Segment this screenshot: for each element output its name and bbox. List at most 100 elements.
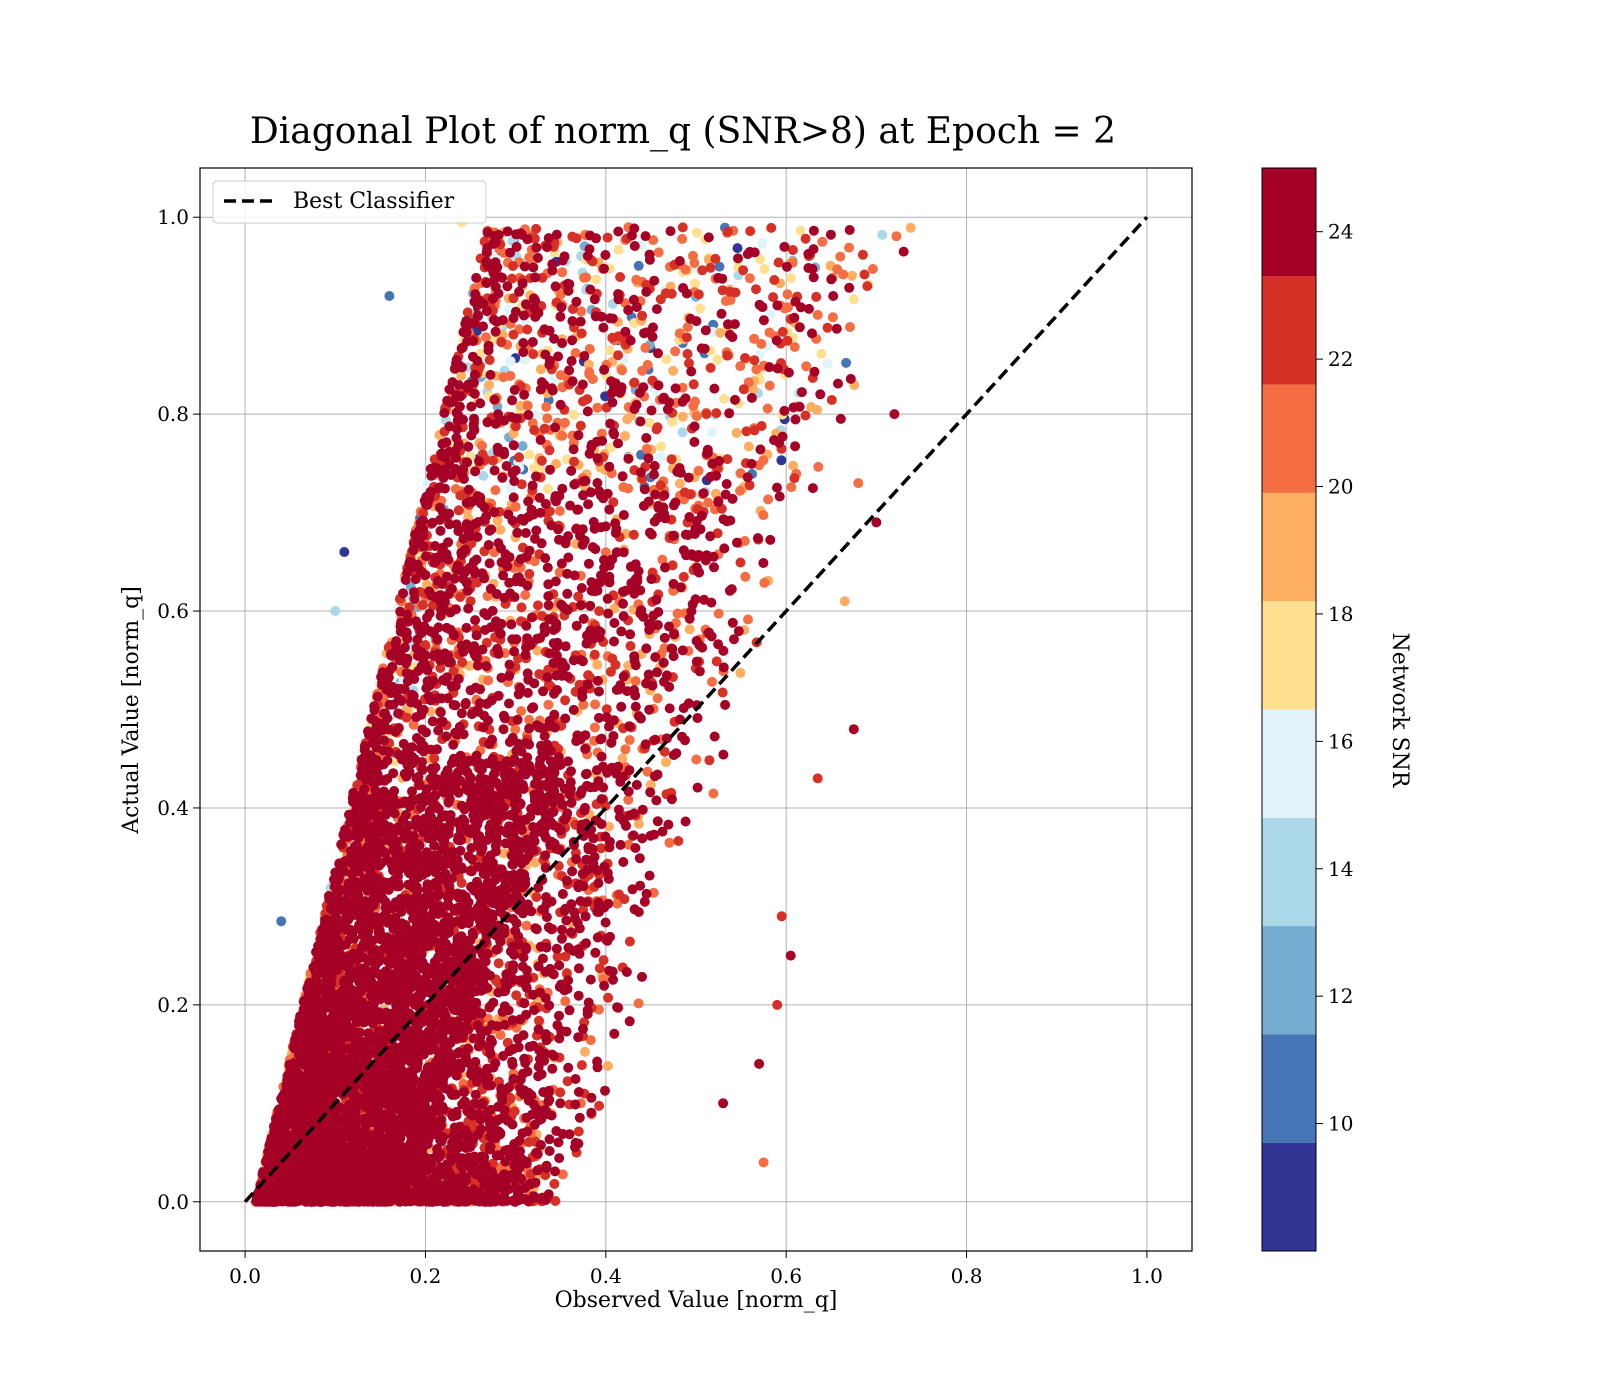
- scatter-point: [603, 992, 614, 1003]
- scatter-point: [722, 454, 733, 465]
- scatter-point: [456, 370, 467, 381]
- scatter-point: [483, 540, 494, 550]
- scatter-point: [596, 428, 607, 439]
- scatter-point: [749, 333, 760, 344]
- scatter-point: [655, 452, 666, 462]
- scatter-point: [598, 322, 609, 333]
- scatter-point: [539, 423, 550, 434]
- scatter-point: [642, 766, 653, 777]
- scatter-point: [578, 396, 588, 407]
- scatter-point: [463, 603, 474, 614]
- scatter-point: [652, 422, 663, 433]
- scatter-point: [766, 222, 777, 233]
- scatter-point: [531, 410, 542, 421]
- scatter-point: [594, 606, 605, 617]
- scatter-point: [557, 1169, 568, 1180]
- scatter-point: [707, 427, 718, 438]
- scatter-point: [713, 497, 724, 508]
- scatter-point: [719, 393, 730, 404]
- scatter-point: [845, 322, 855, 332]
- scatter-point: [776, 911, 787, 922]
- scatter-point: [483, 380, 494, 390]
- scatter-point: [782, 289, 793, 300]
- scatter-point: [732, 243, 743, 254]
- scatter-point: [757, 238, 768, 249]
- scatter-point: [641, 443, 652, 454]
- scatter-point: [759, 264, 770, 274]
- scatter-point: [510, 724, 521, 735]
- scatter-point: [567, 376, 578, 387]
- scatter-point: [587, 374, 598, 385]
- scatter-point: [755, 254, 766, 265]
- scatter-point: [652, 693, 663, 704]
- scatter-point: [655, 480, 666, 491]
- scatter-point: [484, 355, 495, 365]
- scatter-point: [480, 332, 491, 343]
- scatter-point: [709, 383, 720, 394]
- scatter-point: [603, 1061, 613, 1071]
- scatter-point: [560, 695, 571, 706]
- scatter-point: [691, 411, 702, 422]
- scatter-point: [667, 416, 678, 427]
- scatter-point: [835, 251, 846, 262]
- scatter-point: [559, 417, 570, 428]
- scatter-point: [592, 402, 603, 413]
- scatter-point: [487, 605, 498, 616]
- scatter-point: [583, 359, 594, 370]
- scatter-point: [712, 354, 723, 365]
- scatter-point: [536, 455, 547, 466]
- scatter-point: [580, 911, 591, 922]
- scatter-point: [722, 350, 733, 361]
- scatter-point: [628, 830, 639, 841]
- scatter-point: [618, 482, 629, 493]
- scatter-point: [758, 455, 769, 466]
- chart-title: Diagonal Plot of norm_q (SNR>8) at Epoch…: [250, 111, 1116, 152]
- scatter-point: [614, 889, 624, 900]
- scatter-point: [695, 303, 706, 314]
- scatter-point: [813, 461, 824, 472]
- scatter-point: [689, 278, 700, 289]
- scatter-point: [624, 735, 635, 745]
- scatter-point: [575, 420, 586, 431]
- scatter-point: [398, 588, 409, 599]
- scatter-point: [751, 284, 761, 295]
- scatter-point: [722, 226, 733, 237]
- scatter-point: [638, 500, 649, 511]
- scatter-point: [557, 430, 568, 441]
- scatter-point: [781, 261, 792, 272]
- scatter-point: [571, 620, 582, 631]
- scatter-point: [497, 472, 508, 483]
- scatter-point: [789, 473, 800, 484]
- scatter-point: [549, 1178, 560, 1189]
- scatter-point: [613, 244, 624, 255]
- scatter-point: [594, 1100, 605, 1111]
- scatter-point: [717, 687, 728, 698]
- scatter-point: [751, 364, 762, 375]
- scatter-point: [524, 714, 535, 725]
- scatter-point: [772, 999, 783, 1010]
- scatter-point: [520, 590, 531, 600]
- scatter-point: [640, 231, 651, 242]
- scatter-point: [651, 594, 662, 605]
- scatter-point: [490, 418, 501, 429]
- scatter-point: [758, 510, 769, 521]
- scatter-point: [499, 713, 510, 724]
- scatter-point: [605, 418, 616, 429]
- scatter-point: [682, 348, 693, 359]
- scatter-point: [496, 337, 507, 348]
- scatter-point: [643, 669, 654, 680]
- scatter-point: [519, 355, 530, 366]
- scatter-point: [743, 377, 754, 388]
- scatter-point: [623, 794, 634, 805]
- scatter-point: [464, 660, 475, 671]
- scatter-point: [844, 242, 855, 253]
- scatter-point: [589, 722, 600, 733]
- scatter-point: [763, 494, 774, 505]
- scatter-point: [577, 379, 588, 390]
- scatter-point: [456, 878, 467, 888]
- scatter-point: [609, 636, 619, 647]
- scatter-point: [592, 478, 603, 488]
- scatter-point: [393, 708, 404, 719]
- scatter-point: [758, 315, 769, 326]
- scatter-point: [586, 1092, 597, 1103]
